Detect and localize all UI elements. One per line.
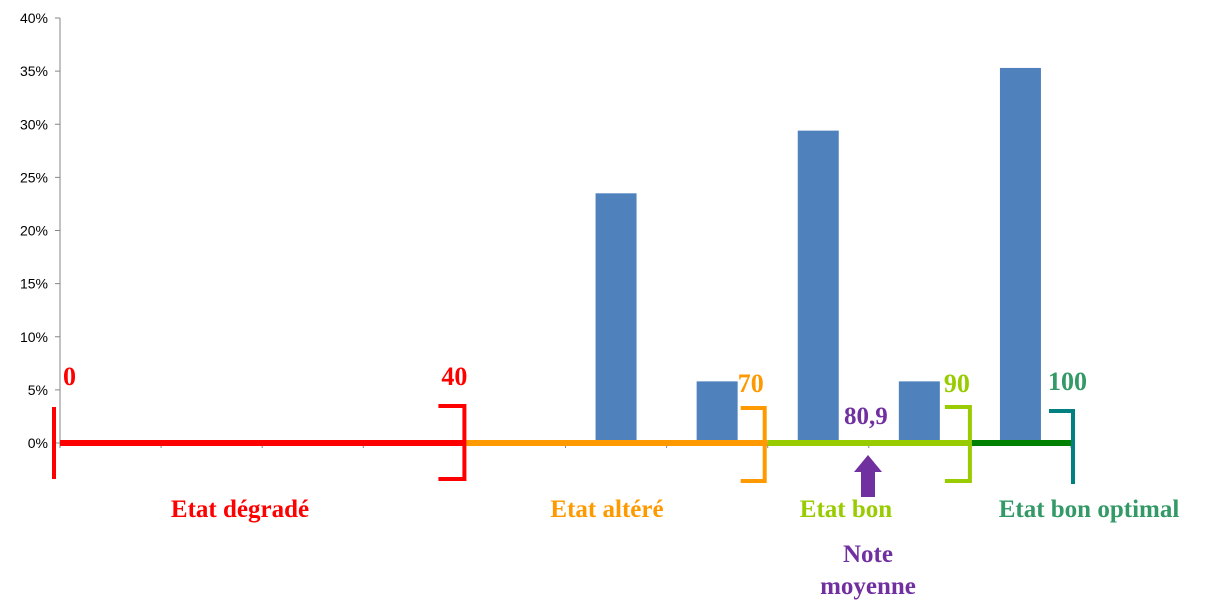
bars bbox=[595, 67, 1041, 443]
mean-caption-line2: moyenne bbox=[820, 573, 916, 600]
bar bbox=[696, 381, 738, 443]
bar bbox=[595, 193, 637, 443]
boundary-label: 0 bbox=[63, 362, 76, 391]
zone-brackets bbox=[52, 404, 1075, 484]
zone-labels: 0 40 70 90 100 Etat dégradé Etat altéré Etat bo… bbox=[63, 362, 1179, 523]
y-tick-label: 5% bbox=[28, 382, 48, 398]
zone-bracket bbox=[1049, 409, 1075, 484]
zone-bracket bbox=[740, 406, 767, 483]
y-tick-label: 15% bbox=[20, 276, 48, 292]
zone-bracket bbox=[438, 404, 467, 481]
zone-bracket bbox=[944, 405, 972, 483]
zone-label: Etat altéré bbox=[550, 496, 663, 523]
y-axis: 0% 5% 10% 15% 20% 25% 30% 35% 40% bbox=[20, 10, 1072, 451]
bar bbox=[797, 130, 839, 443]
bar bbox=[898, 381, 940, 443]
zone-label: Etat bon bbox=[800, 496, 892, 523]
zone-label: Etat dégradé bbox=[171, 496, 309, 523]
mean-arrow-icon bbox=[854, 455, 882, 497]
boundary-label: 70 bbox=[738, 369, 764, 398]
boundary-label: 40 bbox=[441, 362, 467, 391]
y-tick-label: 10% bbox=[20, 329, 48, 345]
y-tick-label: 40% bbox=[20, 10, 48, 26]
mean-marker: 80,9 Note moyenne bbox=[820, 403, 916, 600]
mean-value-label: 80,9 bbox=[844, 403, 888, 430]
boundary-label: 90 bbox=[944, 369, 970, 398]
y-tick-label: 35% bbox=[20, 63, 48, 79]
y-tick-label: 20% bbox=[20, 223, 48, 239]
y-tick-label: 30% bbox=[20, 116, 48, 132]
zone-label: Etat bon optimal bbox=[999, 496, 1180, 523]
bar bbox=[999, 67, 1041, 443]
y-tick-label: 0% bbox=[28, 435, 48, 451]
y-tick-label: 25% bbox=[20, 169, 48, 185]
boundary-label: 100 bbox=[1048, 367, 1087, 396]
mean-caption-line1: Note bbox=[843, 541, 893, 568]
